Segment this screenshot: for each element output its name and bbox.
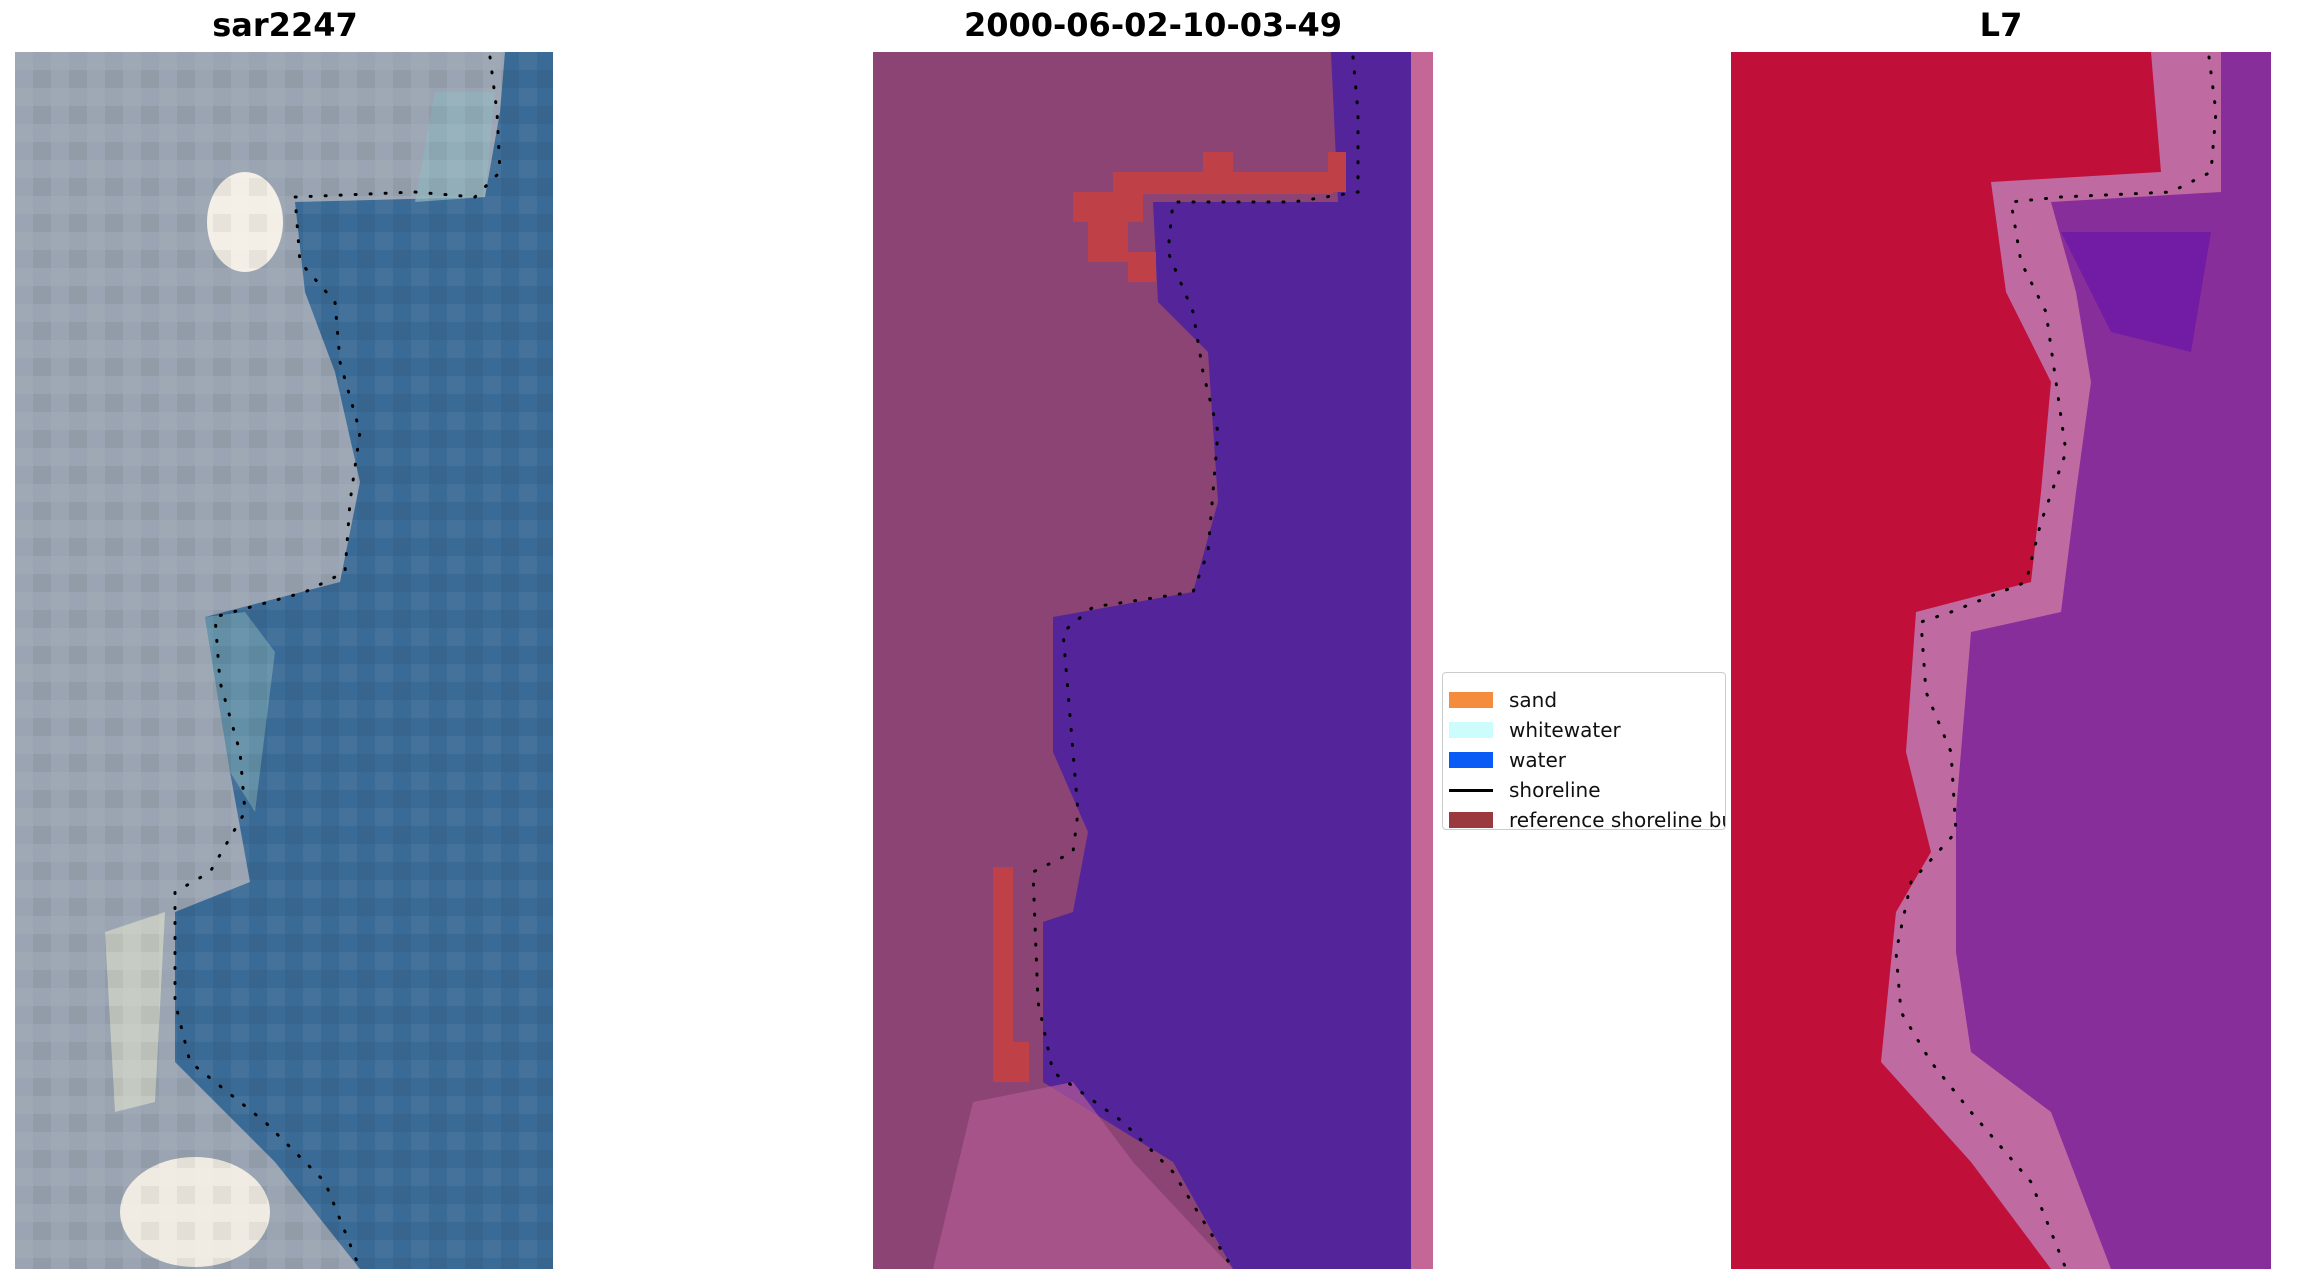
rgb-shoreline [173, 55, 502, 1269]
l7-dark-patch [2061, 232, 2211, 352]
shoreline-line-sample [1449, 788, 1493, 792]
panel-title-classified: 2000-06-02-10-03-49 [963, 6, 1343, 44]
legend-item-reference-buffer: reference shoreline buffer [1443, 807, 1725, 830]
whitewater-swatch [1449, 722, 1493, 738]
panel-title-rgb: sar2247 [212, 6, 358, 44]
sand-swatch [1449, 692, 1493, 708]
legend-label-shoreline: shoreline [1509, 778, 1601, 802]
classified-water-area [1043, 52, 1411, 1269]
legend-item-shoreline: shoreline [1443, 777, 1725, 803]
legend-label-whitewater: whitewater [1509, 718, 1621, 742]
classified-shoreline [1031, 55, 1360, 1269]
legend-item-water: water [1443, 747, 1725, 773]
classified-edge-strip [1411, 52, 1433, 1269]
reference-shoreline-buffer [993, 152, 1346, 1082]
legend-item-whitewater: whitewater [1443, 717, 1725, 743]
water-swatch [1449, 752, 1493, 768]
legend-item-sand: sand [1443, 687, 1725, 713]
legend: sand whitewater water shoreline referenc… [1442, 672, 1726, 830]
panel-title-l7: L7 [1979, 6, 2023, 44]
reference-buffer-swatch [1449, 812, 1493, 828]
classified-image-panel [873, 52, 1433, 1269]
legend-label-sand: sand [1509, 688, 1558, 712]
legend-label-water: water [1509, 748, 1566, 772]
legend-label-reference-buffer: reference shoreline buffer [1509, 808, 1725, 830]
rgb-image-panel [15, 52, 553, 1269]
l7-image-panel [1731, 52, 2271, 1269]
classified-light-patches [933, 1082, 1233, 1269]
l7-water-area [1956, 52, 2271, 1269]
